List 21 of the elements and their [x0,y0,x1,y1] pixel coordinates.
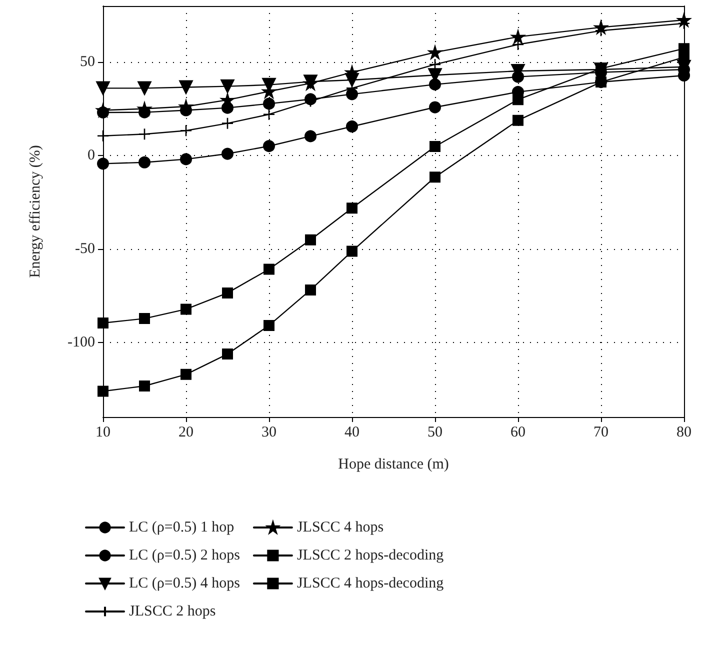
y-tick-label: 0 [88,147,95,164]
legend-label: LC (ρ=0.5) 4 hops [129,576,240,592]
x-tick-label: 40 [344,424,360,440]
legend-label: LC (ρ=0.5) 1 hop [129,520,234,536]
legend-label: JLSCC 4 hops [296,520,384,536]
y-tick-label: 50 [80,54,95,70]
legend-label: JLSCC 4 hops-decoding [296,576,444,592]
legend-label: JLSCC 2 hops [129,604,216,620]
y-tick-label: -100 [68,334,95,350]
x-tick-label: 80 [676,424,692,440]
y-tick-label: -50 [75,240,95,257]
legend-label: JLSCC 2 hops-decoding [296,548,444,564]
x-tick-label: 60 [510,424,526,440]
x-tick-label: 20 [178,424,194,440]
x-axis-title: Hope distance (m) [338,456,449,472]
x-tick-label: 70 [594,424,608,440]
legend-label: LC (ρ=0.5) 2 hops [129,548,240,564]
x-tick-label: 30 [262,424,276,440]
x-tick-label: 50 [428,424,442,440]
x-tick-label: 10 [96,424,110,440]
y-axis-title: Energy efficiency (%) [28,145,44,278]
